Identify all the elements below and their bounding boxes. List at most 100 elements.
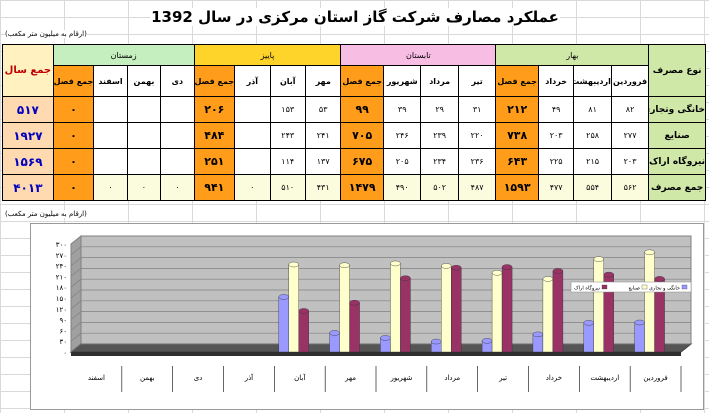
table-cell: ۸۲ xyxy=(610,96,650,123)
table-cell: ۲۰۵ xyxy=(382,148,422,175)
chart-bar-cap xyxy=(329,330,340,336)
chart-bar xyxy=(278,296,289,353)
year-total-cell: ۵۱۷ xyxy=(2,96,54,123)
month-header: آبان xyxy=(269,65,306,97)
table-cell: ۱۳۷ xyxy=(304,148,342,175)
table-cell xyxy=(126,122,162,149)
table-cell: ۴۹۰ xyxy=(382,174,422,201)
consumption-chart: ۰ ۳۰ ۶۰ ۹۰ ۱۲۰ ۱۵۰ ۱۸۰ ۲۱۰ ۲۴۰ ۲۷۰ ۳۰۰ فروردین اردیب… xyxy=(56,234,693,392)
chart-bar-cap xyxy=(532,331,544,338)
x-tick-label: مهر xyxy=(344,374,356,382)
table-cell: ۰ xyxy=(126,174,162,201)
month-header: اسفند xyxy=(93,65,128,97)
table-cell xyxy=(234,122,271,149)
gridline xyxy=(70,246,82,256)
table-cell: ۴۸۷ xyxy=(457,174,497,201)
season-total-cell: ۴۸۴ xyxy=(193,122,236,149)
gridline xyxy=(70,343,82,353)
season-summer: تابستان xyxy=(340,44,497,66)
gridline xyxy=(70,300,82,310)
chart-bar-cap xyxy=(501,264,513,270)
table-cell: ۲۳۹ xyxy=(420,122,459,149)
table-cell: ۰ xyxy=(160,174,195,201)
y-tick-label: ۲۷۰ xyxy=(56,252,67,260)
page-title: عملکرد مصارف شرکت گاز استان مرکزی در سال… xyxy=(150,8,560,26)
row-label: نیروگاه اراک xyxy=(648,148,706,175)
y-tick-label: ۲۱۰ xyxy=(56,273,67,281)
chart-bar xyxy=(349,302,360,353)
chart-frame: ۰ ۳۰ ۶۰ ۹۰ ۱۲۰ ۱۵۰ ۱۸۰ ۲۱۰ ۲۴۰ ۲۷۰ ۳۰۰ فروردین اردیب… xyxy=(30,223,704,410)
chart-bar xyxy=(298,310,309,353)
chart-bar-cap xyxy=(380,335,391,341)
y-tick-label: ۰ xyxy=(63,349,67,357)
chart-bar xyxy=(634,322,645,353)
legend-label: صنایع xyxy=(629,286,640,292)
month-header: خرداد xyxy=(537,65,575,97)
legend-label: خانگی و تجاری xyxy=(649,285,680,292)
table-cell: ۰ xyxy=(93,174,128,201)
season-total-cell: ۹۴۱ xyxy=(193,174,236,201)
table-cell xyxy=(234,148,271,175)
season-total-cell: ۰ xyxy=(52,122,95,149)
table-cell: ۲۰۳ xyxy=(610,148,650,175)
chart-bar-cap xyxy=(390,260,401,267)
chart-bar-cap xyxy=(644,249,655,255)
season-total-header: جمع فصل xyxy=(52,65,95,97)
y-tick-label: ۲۴۰ xyxy=(56,263,67,271)
table-cell: ۲۴۶ xyxy=(382,122,422,149)
y-tick-label: ۹۰ xyxy=(59,317,67,325)
table-cell: ۲۰۳ xyxy=(537,122,575,149)
chart-bar-cap xyxy=(654,276,665,282)
gridline xyxy=(70,322,82,331)
unit-note-top: (ارقام به میلیون متر مکعب) xyxy=(5,30,87,38)
chart-bar xyxy=(552,270,564,353)
season-total-cell: ۶۷۵ xyxy=(340,148,384,175)
table-cell xyxy=(93,148,128,175)
year-total-header: جمع سال xyxy=(2,44,54,97)
chart-bar-cap xyxy=(278,294,289,300)
table-cell: ۵۳ xyxy=(304,96,342,123)
chart-bar-cap xyxy=(288,261,299,268)
table-cell xyxy=(93,96,128,123)
season-spring: بهار xyxy=(495,44,650,66)
season-total-cell: ۱۵۹۳ xyxy=(495,174,539,201)
x-tick-label: شهریور xyxy=(389,374,412,382)
y-tick-label: ۳۰ xyxy=(59,338,67,346)
table-cell: ۳۹ xyxy=(382,96,422,123)
year-total-cell: ۴۰۱۳ xyxy=(2,174,54,201)
chart-bar xyxy=(491,272,503,353)
gridline xyxy=(70,257,82,266)
type-header: نوع مصرف xyxy=(648,44,706,97)
season-total-cell: ۲۵۱ xyxy=(193,148,236,175)
chart-floor-edge xyxy=(71,352,681,356)
season-total-cell: ۲۰۶ xyxy=(193,96,236,123)
month-header: آذر xyxy=(234,65,271,97)
y-tick-label: ۳۰۰ xyxy=(56,241,67,249)
table-cell: ۳۱ xyxy=(457,96,497,123)
y-tick-label: ۱۸۰ xyxy=(56,284,67,292)
chart-bar xyxy=(400,278,411,353)
x-tick-label: آبان xyxy=(294,373,306,382)
table-cell: ۴۹ xyxy=(537,96,575,123)
chart-bar xyxy=(339,265,350,353)
chart-bar xyxy=(390,263,401,353)
table-cell xyxy=(160,96,195,123)
table-cell: ۴۳۱ xyxy=(304,174,342,201)
table-cell: ۵۵۴ xyxy=(573,174,612,201)
chart-bar-cap xyxy=(349,299,360,306)
gridline xyxy=(70,278,82,288)
chart-bar xyxy=(583,322,594,353)
table-cell xyxy=(160,122,195,149)
table-row: نیروگاه اراک ۲۰۳ ۲۱۵ ۲۲۵ ۶۴۳ ۲۳۶ ۲۳۴ ۲۰۵… xyxy=(2,148,706,175)
season-total-header: جمع فصل xyxy=(193,65,236,97)
x-tick-label: تیر xyxy=(498,374,507,382)
table-cell xyxy=(126,148,162,175)
table-cell xyxy=(234,96,271,123)
consumption-table: نوع مصرف بهار تابستان پاییز زمستان جمع س… xyxy=(2,44,706,201)
legend-label: نیروگاه اراک xyxy=(574,285,600,292)
chart-bar-cap xyxy=(481,338,493,344)
table-cell: ۲۷۷ xyxy=(610,122,650,149)
table-cell: ۲۳۶ xyxy=(457,148,497,175)
year-total-cell: ۱۵۶۹ xyxy=(2,148,54,175)
table-cell: ۱۵۳ xyxy=(269,96,306,123)
